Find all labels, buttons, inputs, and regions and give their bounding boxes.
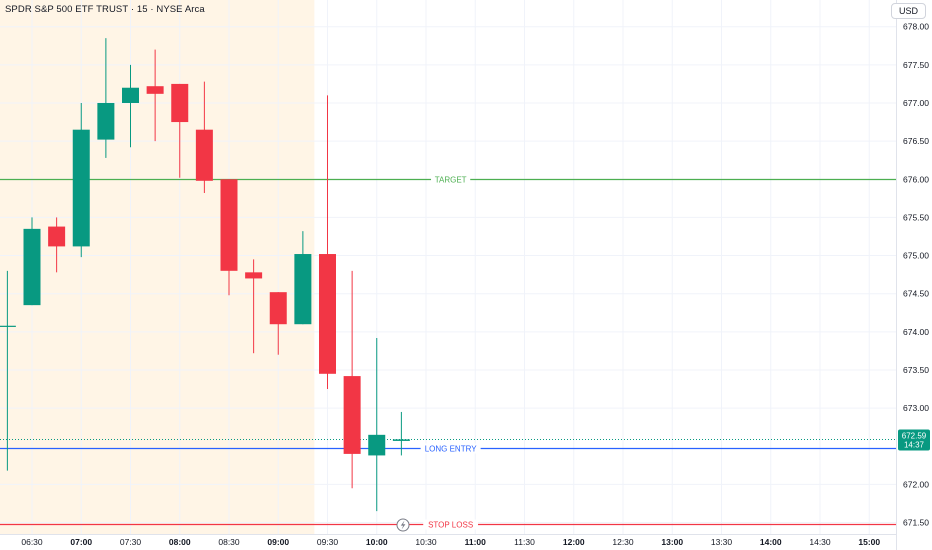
candle[interactable] bbox=[294, 231, 312, 325]
time-tick-label: 13:00 bbox=[661, 537, 683, 547]
time-tick-label: 11:00 bbox=[465, 537, 487, 547]
level-lines[interactable]: TARGET LONG ENTRY STOP LOSS bbox=[0, 174, 896, 530]
time-tick-label: 13:30 bbox=[711, 537, 733, 547]
candle[interactable] bbox=[269, 292, 287, 355]
time-tick-label: 07:00 bbox=[70, 537, 92, 547]
candle-body bbox=[220, 179, 238, 271]
candle[interactable] bbox=[245, 259, 263, 354]
candle[interactable] bbox=[23, 217, 41, 306]
level-label: TARGET bbox=[435, 176, 467, 185]
chart-title: SPDR S&P 500 ETF TRUST · 15 · NYSE Arca bbox=[5, 4, 205, 15]
candle[interactable] bbox=[220, 179, 238, 296]
candle-body bbox=[195, 129, 213, 181]
candle[interactable] bbox=[146, 49, 164, 142]
candle-body bbox=[343, 376, 361, 454]
candle[interactable] bbox=[171, 83, 189, 178]
time-tick-label: 12:30 bbox=[612, 537, 634, 547]
candle[interactable] bbox=[319, 95, 336, 390]
currency-button[interactable]: USD bbox=[890, 3, 926, 19]
time-tick-label: 14:00 bbox=[760, 537, 782, 547]
price-tick-label: 671.50 bbox=[903, 518, 929, 528]
time-tick-label: 15:00 bbox=[858, 537, 880, 547]
time-tick-label: 10:00 bbox=[366, 537, 388, 547]
candle-body bbox=[0, 325, 16, 327]
price-tick-label: 673.00 bbox=[903, 403, 929, 413]
price-tick-label: 675.50 bbox=[903, 212, 929, 222]
time-tick-label: 09:30 bbox=[317, 537, 339, 547]
candle[interactable] bbox=[97, 38, 115, 158]
session-background bbox=[0, 0, 315, 534]
time-tick-label: 12:00 bbox=[563, 537, 585, 547]
time-tick-label: 08:30 bbox=[218, 537, 240, 547]
level-label: STOP LOSS bbox=[428, 521, 473, 530]
last-price-badge-bg bbox=[898, 429, 930, 451]
candle-body bbox=[368, 434, 386, 456]
price-tick-label: 677.50 bbox=[903, 60, 929, 70]
candle[interactable] bbox=[343, 270, 361, 489]
price-axis[interactable]: 678.00 677.50 677.00 676.50 676.00 675.50 675.… bbox=[903, 22, 929, 528]
candle-body bbox=[319, 254, 336, 374]
price-tick-label: 678.00 bbox=[903, 22, 929, 32]
price-tick-label: 673.50 bbox=[903, 365, 929, 375]
lightning-icon[interactable] bbox=[396, 518, 410, 532]
last-price-value: 672.59 bbox=[902, 432, 927, 441]
level-label-bg bbox=[431, 174, 471, 185]
candle-body bbox=[48, 226, 66, 247]
candle-body bbox=[294, 254, 312, 325]
candle-body bbox=[72, 129, 90, 247]
candle[interactable] bbox=[195, 81, 213, 194]
candle[interactable] bbox=[48, 217, 66, 273]
candle-body bbox=[146, 86, 164, 94]
price-tick-label: 676.50 bbox=[903, 136, 929, 146]
price-tick-label: 674.00 bbox=[903, 327, 929, 337]
candle-body bbox=[269, 292, 287, 325]
time-tick-label: 06:30 bbox=[21, 537, 43, 547]
level-label: LONG ENTRY bbox=[425, 445, 478, 454]
candle[interactable] bbox=[392, 411, 410, 456]
level-label-bg bbox=[423, 519, 479, 530]
time-tick-label: 08:00 bbox=[169, 537, 191, 547]
candle[interactable] bbox=[122, 64, 139, 148]
time-tick-label: 07:30 bbox=[120, 537, 142, 547]
candle[interactable] bbox=[72, 102, 90, 258]
price-tick-label: 677.00 bbox=[903, 98, 929, 108]
price-tick-label: 676.00 bbox=[903, 174, 929, 184]
candle-body bbox=[97, 102, 115, 140]
price-tick-label: 674.50 bbox=[903, 289, 929, 299]
candles[interactable] bbox=[0, 38, 410, 512]
level-label-bg bbox=[420, 443, 481, 454]
bar-countdown: 14:37 bbox=[904, 441, 925, 450]
price-tick-label: 675.00 bbox=[903, 251, 929, 261]
candle-body bbox=[23, 228, 41, 306]
candle[interactable] bbox=[0, 270, 16, 471]
candle-body bbox=[392, 439, 410, 441]
time-tick-label: 10:30 bbox=[415, 537, 437, 547]
candle-body bbox=[245, 272, 263, 279]
time-tick-label: 14:30 bbox=[809, 537, 831, 547]
time-axis[interactable]: 06:30 07:00 07:30 08:00 08:30 09:00 09:30 10:00… bbox=[21, 537, 880, 547]
candle[interactable] bbox=[368, 337, 386, 512]
candle-body bbox=[171, 83, 189, 123]
time-tick-label: 09:00 bbox=[267, 537, 289, 547]
time-tick-label: 11:30 bbox=[514, 537, 535, 547]
candle-body bbox=[122, 87, 139, 103]
price-tick-label: 672.00 bbox=[903, 479, 929, 489]
